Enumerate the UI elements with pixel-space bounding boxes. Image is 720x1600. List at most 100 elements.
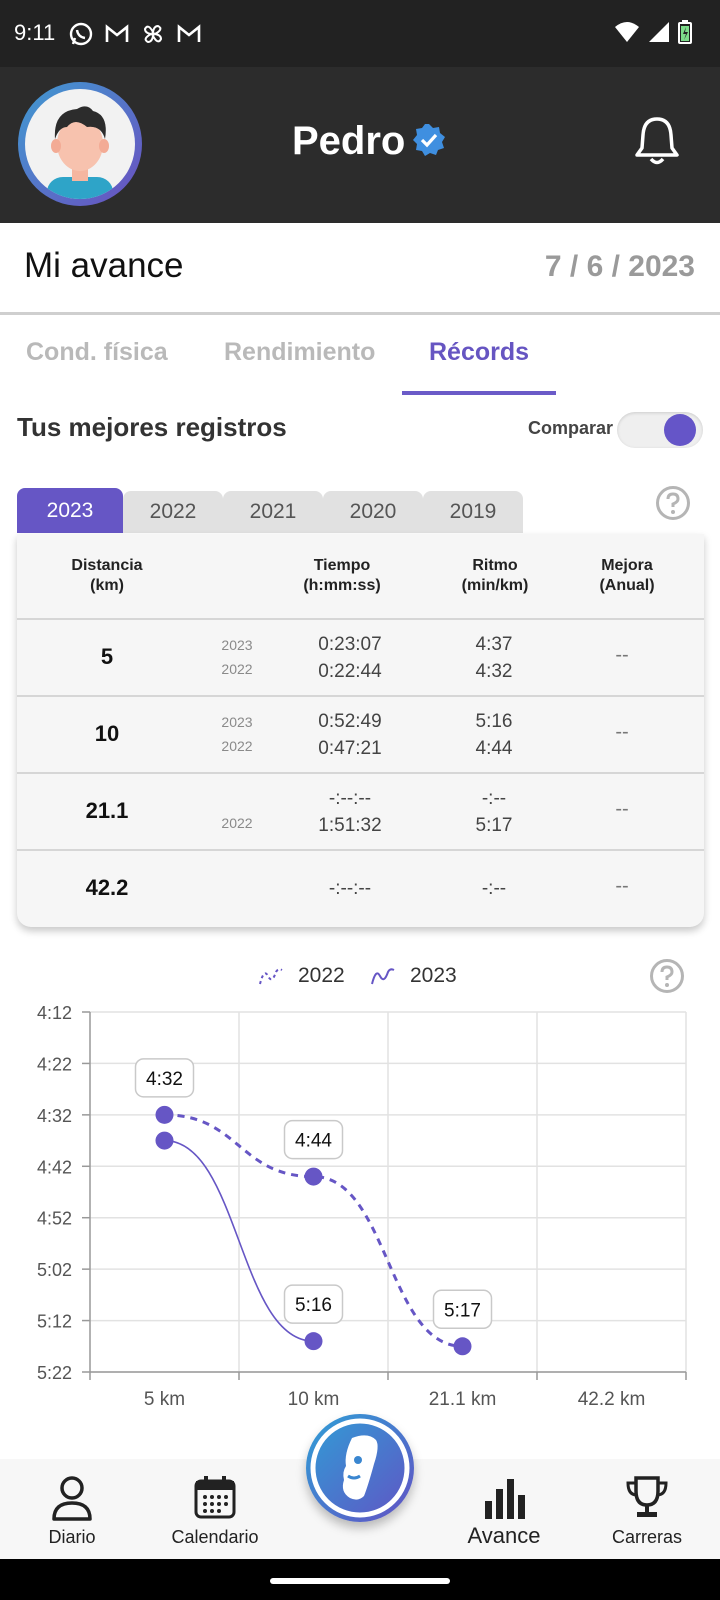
row-distance: 42.2 [85, 875, 129, 900]
avatar[interactable] [18, 82, 142, 206]
data-point-2022 [304, 1167, 323, 1186]
row-divider [17, 618, 704, 620]
records-table: Distancia (km) Tiempo (h:mm:ss) Ritmo (min/… [17, 534, 704, 927]
row-pace: 5:16 4:44 [475, 711, 513, 759]
header-improve: Mejora (Anual) [599, 557, 655, 594]
data-point-2022 [453, 1337, 472, 1356]
notification-bell-icon[interactable] [634, 115, 680, 167]
legend-2023[interactable]: 2023 [410, 964, 457, 987]
legend-2022[interactable]: 2022 [298, 964, 345, 987]
y-tick-label: 4:32 [37, 1106, 72, 1126]
row-pace: -:-- 5:17 [475, 788, 513, 836]
row-years: 2023 2022 [221, 637, 253, 677]
gmail-icon-2 [177, 24, 201, 42]
status-time: 9:11 [14, 20, 56, 45]
data-point-2022 [155, 1105, 174, 1124]
row-time: 0:52:49 0:47:21 [318, 711, 382, 759]
trophy-icon [626, 1476, 668, 1517]
data-label-box [432, 1289, 493, 1330]
row-distance: 21.1 [85, 798, 129, 823]
battery-icon [678, 20, 692, 44]
y-tick-label: 4:52 [37, 1209, 72, 1229]
tab-records[interactable]: Récords [429, 338, 530, 366]
gmail-icon [105, 24, 129, 42]
year-tab-2019[interactable]: 2019 [423, 491, 523, 533]
tab-cond-fisica[interactable]: Cond. física [26, 338, 168, 366]
data-label: 5:16 [295, 1295, 332, 1316]
row-pace: -:-- [481, 878, 507, 899]
row-improve: -- [615, 644, 629, 666]
row-years: 2023 2022 [221, 714, 253, 754]
year-tab-2022[interactable]: 2022 [123, 491, 223, 533]
series-line-2023 [164, 1139, 314, 1342]
fab-main-button[interactable] [306, 1414, 414, 1522]
row-time: -:--:-- [328, 878, 372, 899]
help-icon[interactable] [655, 485, 691, 521]
tab-rendimiento[interactable]: Rendimiento [224, 338, 376, 366]
y-tick-label: 5:12 [37, 1312, 72, 1332]
year-tab-2021[interactable]: 2021 [223, 491, 323, 533]
data-label: 4:44 [295, 1131, 332, 1152]
row-improve: -- [615, 721, 629, 743]
system-status-icons [614, 20, 692, 44]
active-tab-indicator [402, 391, 556, 395]
data-label: 5:17 [444, 1300, 481, 1321]
pinwheel-icon [143, 24, 163, 44]
data-label-box [134, 1058, 195, 1098]
app-header: Pedro [0, 67, 720, 223]
row-divider [17, 772, 704, 774]
x-tick-label: 21.1 km [429, 1389, 497, 1410]
row-time: -:--:-- 1:51:32 [318, 788, 382, 836]
y-tick-label: 5:22 [37, 1363, 72, 1383]
page-title: Mi avance [24, 246, 184, 285]
y-tick-label: 4:12 [37, 1003, 72, 1023]
data-point-2023 [304, 1332, 323, 1351]
app-logo-icon [310, 1418, 410, 1518]
status-bar: 9:11 [0, 0, 720, 67]
row-divider [17, 695, 704, 697]
chart-help-icon[interactable] [649, 958, 685, 994]
calendar-icon [194, 1476, 236, 1519]
data-label-box [283, 1119, 344, 1160]
year-tab-2020[interactable]: 2020 [323, 491, 423, 533]
row-distance: 5 [100, 644, 114, 669]
compare-toggle[interactable] [617, 408, 703, 452]
verified-badge-icon [413, 124, 445, 156]
divider [0, 312, 720, 315]
row-distance: 10 [94, 721, 120, 746]
user-name: Pedro [292, 119, 406, 163]
home-gesture-bar[interactable] [270, 1578, 450, 1584]
header-distance: Distancia (km) [71, 557, 143, 594]
avatar-illustration [47, 106, 113, 199]
row-divider [17, 849, 704, 851]
bar-chart-icon [485, 1479, 525, 1519]
y-tick-label: 5:02 [37, 1260, 72, 1280]
header-time: Tiempo (h:mm:ss) [303, 557, 381, 594]
x-tick-label: 42.2 km [578, 1389, 646, 1410]
y-tick-label: 4:42 [37, 1157, 72, 1177]
cell-signal-icon [649, 22, 669, 42]
legend-2023-icon [371, 968, 395, 985]
row-time: 0:23:07 0:22:44 [318, 634, 382, 682]
x-tick-label: 5 km [144, 1389, 185, 1410]
notification-icons [68, 21, 202, 47]
wifi-icon [615, 22, 639, 42]
year-tab-2023[interactable]: 2023 [17, 488, 123, 533]
row-years: 2022 [221, 815, 253, 831]
data-point-2023 [155, 1131, 174, 1150]
page-date[interactable]: 7 / 6 / 2023 [544, 250, 695, 283]
data-label-box [283, 1284, 344, 1324]
row-improve: -- [615, 875, 629, 897]
pace-chart: 4:12 4:22 4:32 4:42 4:52 5:02 5:12 5:22 5 km 10 k… [37, 1003, 687, 1410]
data-label: 4:32 [146, 1069, 183, 1090]
header-pace: Ritmo (min/km) [461, 557, 529, 594]
row-pace: 4:37 4:32 [475, 634, 513, 682]
compare-label: Comparar [528, 418, 614, 438]
legend-2022-icon [259, 968, 283, 985]
x-tick-label: 10 km [288, 1389, 340, 1410]
row-improve: -- [615, 798, 629, 820]
person-icon [52, 1476, 92, 1521]
section-title: Tus mejores registros [17, 412, 287, 442]
y-tick-label: 4:22 [37, 1054, 72, 1074]
whatsapp-icon [69, 22, 93, 46]
